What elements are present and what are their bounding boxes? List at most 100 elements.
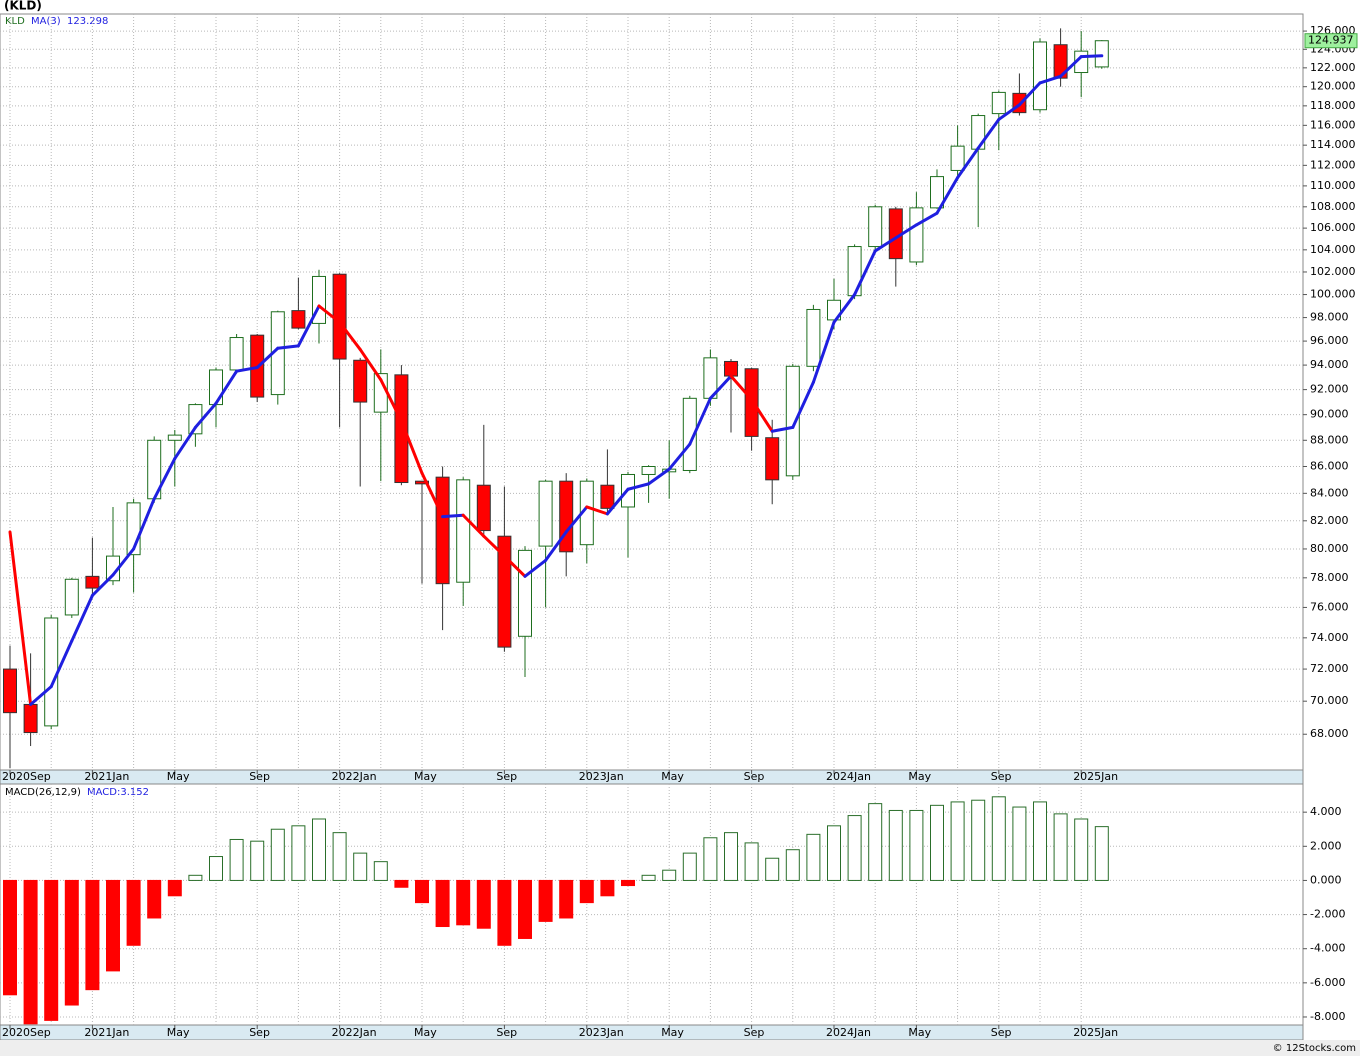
y-tick-label: 74.000 (1310, 631, 1349, 644)
x-tick-label: 2024Jan (826, 770, 871, 783)
macd-bar (1033, 801, 1047, 881)
ma-line (1059, 55, 1083, 78)
ma-line (811, 320, 836, 384)
macd-bar (971, 799, 986, 881)
macd-bar (332, 832, 347, 881)
macd-bar (3, 879, 17, 996)
macd-bar (1094, 826, 1109, 881)
ma-line (29, 685, 53, 706)
y-tick-label: 122.000 (1310, 61, 1356, 74)
ma-line (770, 425, 795, 433)
macd-bar (373, 861, 388, 881)
candle-body (930, 176, 944, 209)
macd-panel (0, 783, 1304, 1026)
macd-bar (847, 815, 862, 881)
ma-line (255, 346, 280, 370)
macd-bar (64, 879, 79, 1006)
ma-line (1079, 54, 1104, 59)
footer-bar (0, 1040, 1360, 1056)
y-tick-label: 0.000 (1310, 873, 1342, 886)
ma-line (338, 320, 362, 351)
ma-line (873, 236, 898, 253)
macd-bar (456, 879, 471, 926)
candle-body (785, 365, 800, 477)
macd-bar (765, 857, 780, 881)
macd-bar (85, 879, 100, 991)
y-tick-label: 110.000 (1310, 179, 1356, 192)
macd-bar (44, 879, 59, 1021)
candle-body (538, 480, 553, 547)
y-tick-label: 84.000 (1310, 486, 1349, 499)
x-tick-label: Sep (991, 770, 1012, 783)
macd-bar (682, 852, 697, 881)
candle-body (332, 273, 347, 360)
x-tick-label: May (661, 770, 684, 783)
x-tick-label: May (661, 1026, 684, 1039)
ma-line (914, 211, 939, 227)
y-tick-label: 116.000 (1310, 118, 1356, 131)
ma-line (708, 374, 733, 400)
y-tick-label: 98.000 (1310, 311, 1349, 324)
macd-bar (518, 879, 532, 939)
candle-body (23, 703, 38, 734)
ma-line (49, 639, 74, 689)
macd-bar (868, 803, 883, 881)
macd-bar (806, 833, 821, 881)
x-tick-label: Sep (744, 770, 765, 783)
ma-line (132, 497, 156, 551)
macd-bar (579, 879, 594, 904)
x-tick-label: 2021Jan (84, 1026, 129, 1039)
macd-title: MACD(26,12,9) (5, 787, 81, 798)
legend-value: 123.298 (67, 16, 108, 27)
macd-bar (1053, 813, 1068, 881)
y-tick-label: 82.000 (1310, 514, 1349, 527)
ma-line (791, 380, 815, 429)
macd-bar (538, 879, 553, 922)
candle-body (353, 359, 368, 403)
y-tick-label: 90.000 (1310, 408, 1349, 421)
macd-bar (229, 838, 244, 881)
candle-body (291, 310, 306, 329)
x-tick-label: 2022Jan (332, 770, 377, 783)
macd-bar (476, 879, 491, 929)
candle-body (476, 484, 491, 532)
ma-line (173, 425, 197, 461)
ma-line (317, 304, 342, 324)
macd-bar (909, 809, 924, 881)
y-tick-label: 100.000 (1310, 288, 1356, 301)
candle-body (559, 480, 574, 553)
ma-line (152, 457, 177, 501)
ma-line (90, 573, 115, 597)
ma-line (667, 442, 692, 471)
ma-line (461, 513, 486, 538)
ma-line (626, 482, 651, 491)
y-tick-label: 86.000 (1310, 460, 1349, 473)
candle-body (394, 374, 409, 484)
ma-line (750, 398, 774, 433)
y-tick-label: -4.000 (1310, 942, 1345, 955)
candle-body (64, 578, 79, 616)
y-tick-label: 72.000 (1310, 662, 1349, 675)
candle-body (497, 535, 512, 648)
ma-line (605, 487, 630, 516)
ma-line (688, 396, 712, 446)
x-tick-label: 2023Jan (579, 770, 624, 783)
y-tick-label: 108.000 (1310, 200, 1356, 213)
y-tick-label: 118.000 (1310, 99, 1356, 112)
price-panel (0, 13, 1304, 771)
ma-line (379, 378, 403, 423)
candle-body (724, 360, 738, 377)
y-tick-label: 70.000 (1310, 694, 1349, 707)
last-price-box (1304, 33, 1358, 49)
y-tick-label: 106.000 (1310, 221, 1356, 234)
footer: © 12Stocks.com (1273, 1043, 1356, 1054)
chart-title: (KLD) (4, 0, 42, 13)
macd-bar (744, 842, 759, 881)
y-tick-label: 120.000 (1310, 80, 1356, 93)
ma-line (894, 223, 918, 240)
macd-bar (270, 828, 285, 881)
macd-bar (930, 804, 944, 881)
y-tick-label: -2.000 (1310, 908, 1345, 921)
ma-line (853, 249, 877, 297)
